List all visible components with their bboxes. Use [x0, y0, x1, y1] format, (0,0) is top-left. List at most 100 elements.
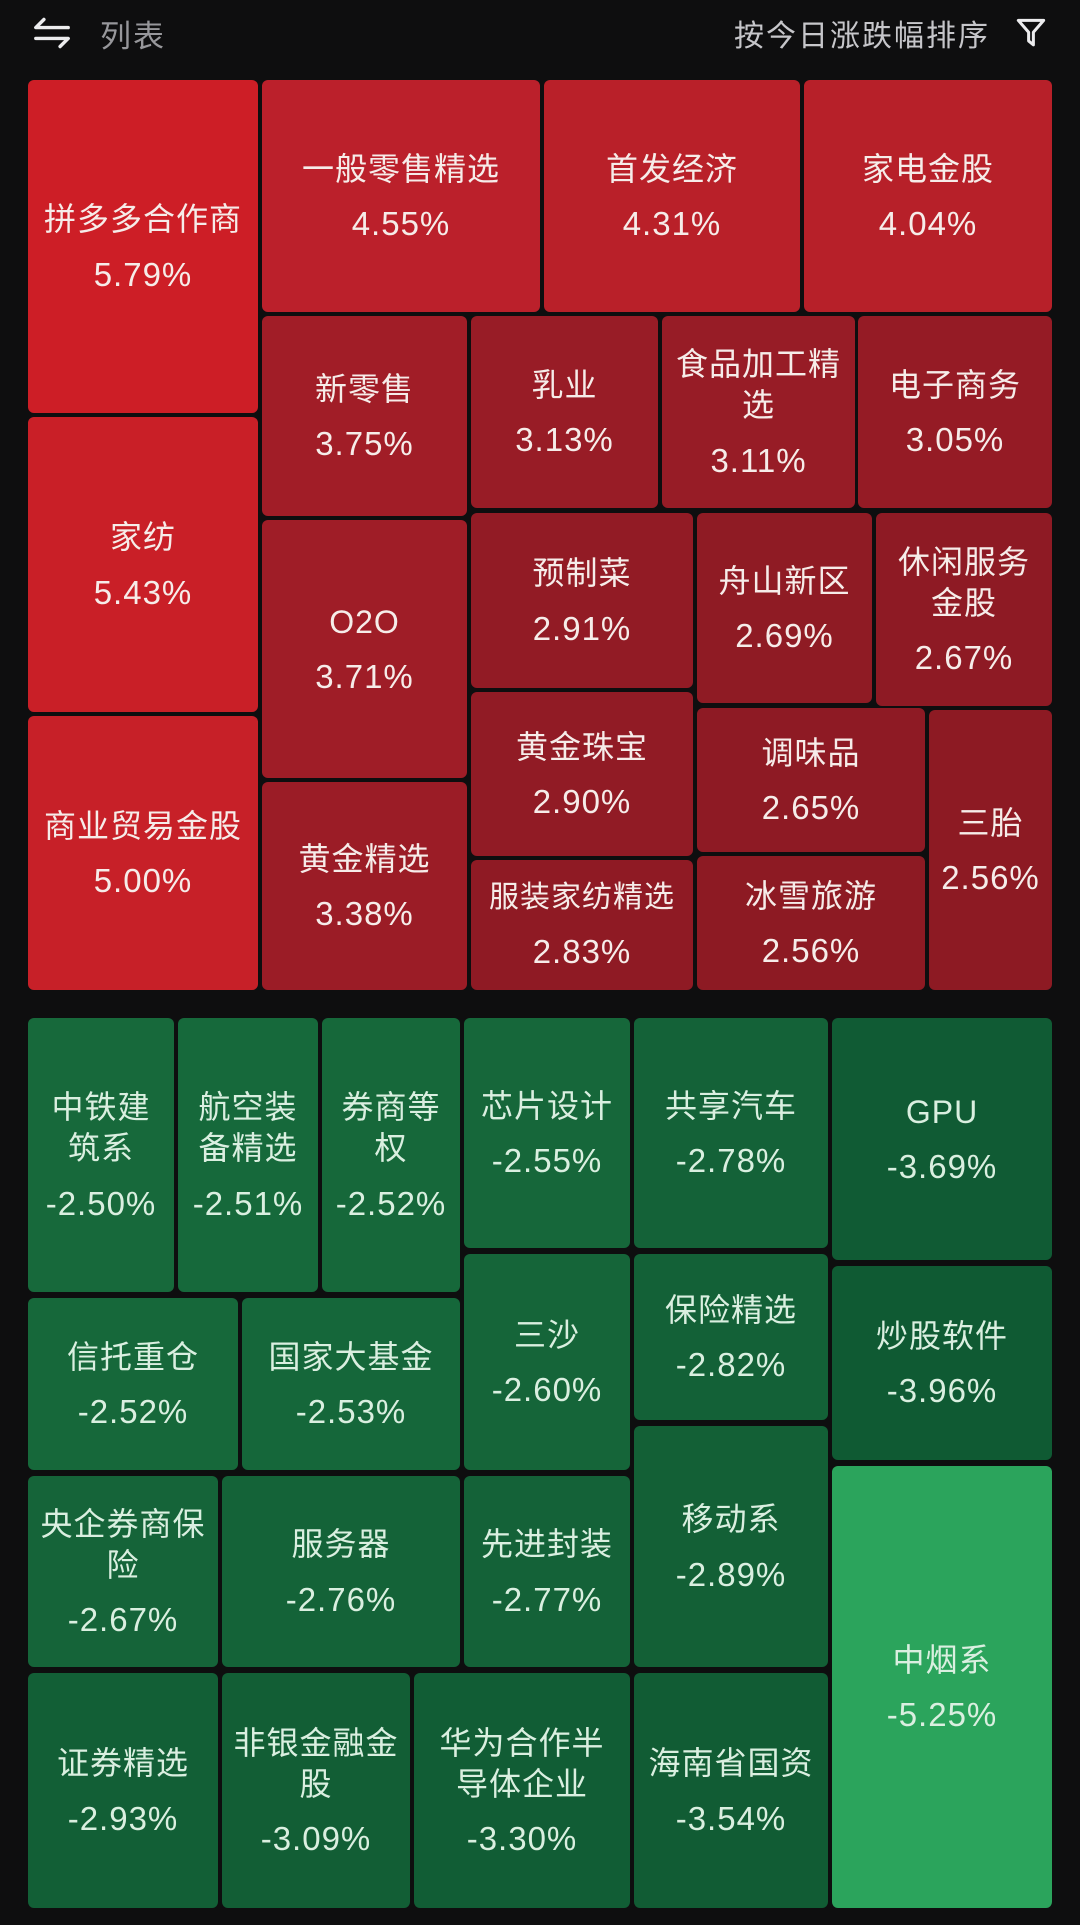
tile-value: -5.25% — [886, 1696, 998, 1734]
treemap-tile[interactable]: 预制菜 2.91% — [471, 513, 693, 688]
treemap-tile[interactable]: 航空装 备精选 -2.51% — [178, 1018, 318, 1292]
treemap-tile[interactable]: 冰雪旅游 2.56% — [697, 856, 925, 990]
treemap-tile[interactable]: 券商等 权 -2.52% — [322, 1018, 460, 1292]
toolbar-right: 按今日涨跌幅排序 — [734, 11, 1050, 55]
tile-label: 乳业 — [531, 366, 598, 403]
treemap-tile[interactable]: 先进封装 -2.77% — [464, 1476, 630, 1667]
tile-label: O2O — [329, 603, 400, 640]
treemap-tile[interactable]: 三沙 -2.60% — [464, 1254, 630, 1470]
treemap-tile[interactable]: 海南省国资 -3.54% — [634, 1673, 828, 1908]
tile-label: 食品加工精 选 — [675, 346, 841, 423]
tile-label: 非银金融金 股 — [233, 1724, 399, 1802]
tile-label: 一般零售精选 — [301, 150, 500, 187]
tile-label: 央企券商保 险 — [40, 1505, 206, 1583]
tile-value: -2.89% — [675, 1555, 787, 1593]
tile-value: 4.04% — [878, 205, 978, 243]
treemap-tile[interactable]: 中烟系 -5.25% — [832, 1466, 1052, 1908]
treemap-tile[interactable]: 调味品 2.65% — [697, 708, 925, 852]
tile-label: 黄金精选 — [298, 840, 431, 877]
tile-value: 3.11% — [710, 441, 807, 479]
treemap-tile[interactable]: 移动系 -2.89% — [634, 1426, 828, 1667]
treemap-tile[interactable]: 芯片设计 -2.55% — [464, 1018, 630, 1248]
tile-label: 休闲服务 金股 — [897, 543, 1030, 621]
tile-label: 中铁建 筑系 — [51, 1089, 151, 1166]
tile-label: 舟山新区 — [718, 562, 851, 599]
tile-label: 中烟系 — [892, 1641, 992, 1678]
tile-label: 芯片设计 — [480, 1087, 613, 1124]
tile-label: 炒股软件 — [875, 1317, 1008, 1354]
swap-sort-icon[interactable] — [30, 15, 74, 51]
page-title[interactable]: 列表 — [100, 18, 166, 54]
treemap-tile[interactable]: 黄金珠宝 2.90% — [471, 692, 693, 856]
tile-label: 拼多多合作商 — [43, 201, 242, 238]
tile-value: -2.60% — [491, 1371, 603, 1409]
tile-label: 保险精选 — [664, 1291, 797, 1328]
tile-value: 3.05% — [905, 421, 1005, 459]
tile-label: 国家大基金 — [268, 1338, 434, 1375]
treemap-tile[interactable]: 电子商务 3.05% — [858, 316, 1052, 508]
toolbar-left: 列表 — [30, 11, 166, 56]
tile-value: -2.82% — [675, 1346, 787, 1384]
tile-label: 航空装 备精选 — [198, 1089, 298, 1166]
tile-label: 家纺 — [109, 519, 176, 556]
tile-value: 3.75% — [315, 425, 414, 463]
tile-value: 2.56% — [941, 859, 1040, 897]
tile-label: 调味品 — [761, 734, 861, 771]
treemap-tile[interactable]: 家纺 5.43% — [28, 417, 258, 712]
treemap-tile[interactable]: 共享汽车 -2.78% — [634, 1018, 828, 1248]
treemap-tile[interactable]: 舟山新区 2.69% — [697, 513, 872, 703]
tile-label: 先进封装 — [480, 1526, 613, 1563]
tile-label: 券商等 权 — [341, 1089, 441, 1166]
treemap-tile[interactable]: 乳业 3.13% — [471, 316, 658, 508]
treemap-tile[interactable]: 服务器 -2.76% — [222, 1476, 460, 1667]
treemap-tile[interactable]: 证券精选 -2.93% — [28, 1673, 218, 1908]
tile-value: 2.91% — [532, 609, 632, 647]
treemap-tile[interactable]: 家电金股 4.04% — [804, 80, 1052, 312]
treemap-tile[interactable]: 食品加工精 选 3.11% — [662, 316, 855, 508]
tile-value: 2.90% — [532, 783, 632, 821]
treemap-tile[interactable]: 央企券商保 险 -2.67% — [28, 1476, 218, 1667]
treemap-tile[interactable]: GPU -3.69% — [832, 1018, 1052, 1260]
sort-order-label[interactable]: 按今日涨跌幅排序 — [734, 20, 990, 53]
tile-label: 商业贸易金股 — [43, 807, 242, 844]
tile-value: -2.55% — [491, 1142, 603, 1180]
treemap-tile[interactable]: 休闲服务 金股 2.67% — [876, 513, 1052, 706]
tile-label: 华为合作半 导体企业 — [439, 1724, 605, 1802]
treemap-tile[interactable]: 非银金融金 股 -3.09% — [222, 1673, 410, 1908]
treemap-tile[interactable]: 首发经济 4.31% — [544, 80, 800, 312]
tile-label: 预制菜 — [532, 555, 632, 592]
tile-label: 新零售 — [314, 370, 414, 407]
treemap-tile[interactable]: 商业贸易金股 5.00% — [28, 716, 258, 990]
treemap-tile[interactable]: 中铁建 筑系 -2.50% — [28, 1018, 174, 1292]
tile-value: -2.53% — [295, 1393, 407, 1431]
treemap-tile[interactable]: 一般零售精选 4.55% — [262, 80, 540, 312]
tile-value: -3.69% — [886, 1148, 998, 1186]
treemap-tile[interactable]: 服装家纺精选 2.83% — [471, 860, 693, 990]
treemap-tile[interactable]: 华为合作半 导体企业 -3.30% — [414, 1673, 630, 1908]
tile-label: 证券精选 — [56, 1745, 189, 1782]
tile-value: -3.54% — [675, 1799, 787, 1837]
treemap-tile[interactable]: 黄金精选 3.38% — [262, 782, 467, 990]
tile-value: 3.38% — [315, 895, 414, 933]
tile-label: 电子商务 — [888, 366, 1021, 403]
treemap-tile[interactable]: 保险精选 -2.82% — [634, 1254, 828, 1420]
tile-value: 2.83% — [532, 933, 632, 971]
filter-funnel-icon[interactable] — [1012, 14, 1050, 52]
tile-value: -2.51% — [192, 1184, 304, 1222]
tile-label: 首发经济 — [605, 150, 738, 187]
tile-label: 共享汽车 — [664, 1087, 797, 1124]
treemap-tile[interactable]: 拼多多合作商 5.79% — [28, 80, 258, 413]
treemap-tile[interactable]: 新零售 3.75% — [262, 316, 467, 516]
treemap-tile[interactable]: 炒股软件 -3.96% — [832, 1266, 1052, 1460]
treemap-tile[interactable]: O2O 3.71% — [262, 520, 467, 778]
tile-label: 三沙 — [513, 1316, 580, 1353]
treemap-tile[interactable]: 三胎 2.56% — [929, 710, 1052, 990]
tile-label: 移动系 — [681, 1501, 781, 1538]
tile-value: 2.65% — [761, 789, 861, 827]
tile-value: 4.55% — [351, 205, 451, 243]
treemap-tile[interactable]: 信托重仓 -2.52% — [28, 1298, 238, 1470]
tile-value: 5.00% — [93, 862, 193, 900]
treemap-tile[interactable]: 国家大基金 -2.53% — [242, 1298, 460, 1470]
tile-label: 冰雪旅游 — [744, 877, 877, 914]
